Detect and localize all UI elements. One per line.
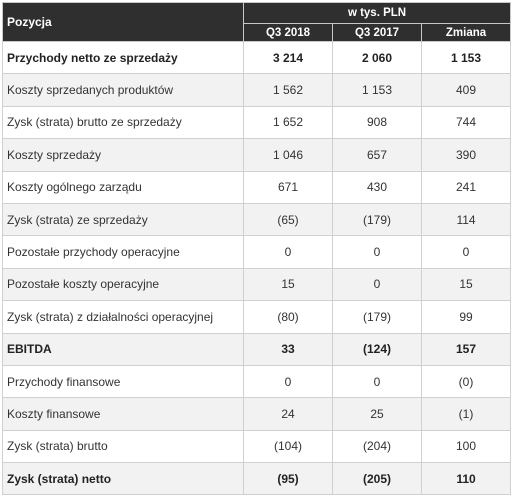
row-label: Koszty finansowe <box>2 397 244 431</box>
row-label: Pozostałe przychody operacyjne <box>2 235 244 269</box>
table-row: Zysk (strata) brutto (104) (204) 100 <box>2 429 512 464</box>
cell-q3-2017: 1 153 <box>332 73 422 107</box>
cell-q3-2018: 1 046 <box>243 138 333 172</box>
cell-change: 157 <box>420 332 512 366</box>
cell-q3-2017: (205) <box>332 462 422 496</box>
row-label: Koszty ogólnego zarządu <box>2 170 244 204</box>
table-header: Pozycja w tys. PLN Q3 2018 Q3 2017 Zmian… <box>2 2 512 42</box>
cell-q3-2018: (95) <box>243 462 333 496</box>
row-label: Zysk (strata) ze sprzedaży <box>2 202 244 237</box>
cell-q3-2017: 657 <box>332 138 422 172</box>
row-label: Koszty sprzedaży <box>2 138 244 172</box>
cell-change: 114 <box>420 202 512 237</box>
table-row: Koszty sprzedaży 1 046 657 390 <box>2 138 512 172</box>
cell-change: 0 <box>420 235 512 269</box>
row-label: Zysk (strata) brutto ze sprzedaży <box>2 105 244 140</box>
row-label: Pozostałe koszty operacyjne <box>2 267 244 302</box>
cell-q3-2017: (179) <box>332 300 422 334</box>
table-row: Przychody finansowe 0 0 (0) <box>2 364 512 399</box>
cell-q3-2017: 908 <box>332 105 422 140</box>
cell-q3-2018: 33 <box>243 332 333 366</box>
header-position: Pozycja <box>2 2 244 42</box>
table-row: Zysk (strata) netto (95) (205) 110 <box>2 462 512 496</box>
table-body: Przychody netto ze sprzedaży 3 214 2 060 1 … <box>2 40 512 496</box>
cell-change: 409 <box>420 73 512 107</box>
cell-q3-2018: 0 <box>243 364 333 399</box>
cell-q3-2017: (124) <box>332 332 422 366</box>
cell-q3-2017: 0 <box>332 235 422 269</box>
cell-change: 100 <box>420 429 512 464</box>
row-label: Zysk (strata) netto <box>2 462 244 496</box>
cell-change: 15 <box>420 267 512 302</box>
header-unit: w tys. PLN <box>242 2 512 24</box>
cell-q3-2017: 2 060 <box>332 40 422 75</box>
header-q3-2018: Q3 2018 <box>243 23 333 42</box>
cell-change: 1 153 <box>420 40 512 75</box>
row-label: Przychody finansowe <box>2 364 244 399</box>
cell-q3-2018: (104) <box>243 429 333 464</box>
cell-q3-2018: 15 <box>243 267 333 302</box>
cell-q3-2017: 0 <box>332 364 422 399</box>
row-label: Koszty sprzedanych produktów <box>2 73 244 107</box>
cell-q3-2018: (80) <box>243 300 333 334</box>
cell-q3-2018: 0 <box>243 235 333 269</box>
cell-change: 110 <box>420 462 512 496</box>
table-row: Pozostałe koszty operacyjne 15 0 15 <box>2 267 512 302</box>
table-row: Zysk (strata) ze sprzedaży (65) (179) 114 <box>2 202 512 237</box>
table-row: Przychody netto ze sprzedaży 3 214 2 060 1 … <box>2 40 512 75</box>
row-label: EBITDA <box>2 332 244 366</box>
row-label: Zysk (strata) brutto <box>2 429 244 464</box>
header-q3-2017: Q3 2017 <box>332 23 422 42</box>
cell-q3-2018: 1 652 <box>243 105 333 140</box>
table-row: Zysk (strata) brutto ze sprzedaży 1 652 90… <box>2 105 512 140</box>
cell-q3-2017: (179) <box>332 202 422 237</box>
table-row: EBITDA 33 (124) 157 <box>2 332 512 366</box>
table-row: Koszty sprzedanych produktów 1 562 1 153 40… <box>2 73 512 107</box>
cell-change: 744 <box>420 105 512 140</box>
cell-q3-2018: 24 <box>243 397 333 431</box>
cell-q3-2018: 671 <box>243 170 333 204</box>
cell-q3-2017: 430 <box>332 170 422 204</box>
cell-q3-2018: 1 562 <box>243 73 333 107</box>
cell-change: (0) <box>420 364 512 399</box>
cell-q3-2018: 3 214 <box>243 40 333 75</box>
cell-q3-2017: 25 <box>332 397 422 431</box>
table-row: Zysk (strata) z działalności operacyjnej… <box>2 300 512 334</box>
cell-change: 390 <box>420 138 512 172</box>
cell-q3-2017: 0 <box>332 267 422 302</box>
table-row: Pozostałe przychody operacyjne 0 0 0 <box>2 235 512 269</box>
table-row: Koszty ogólnego zarządu 671 430 241 <box>2 170 512 204</box>
cell-q3-2018: (65) <box>243 202 333 237</box>
row-label: Zysk (strata) z działalności operacyjnej <box>2 300 244 334</box>
cell-change: 241 <box>420 170 512 204</box>
cell-change: 99 <box>420 300 512 334</box>
cell-q3-2017: (204) <box>332 429 422 464</box>
row-label: Przychody netto ze sprzedaży <box>2 40 244 75</box>
cell-change: (1) <box>420 397 512 431</box>
table-row: Koszty finansowe 24 25 (1) <box>2 397 512 431</box>
header-change: Zmiana <box>420 23 512 42</box>
